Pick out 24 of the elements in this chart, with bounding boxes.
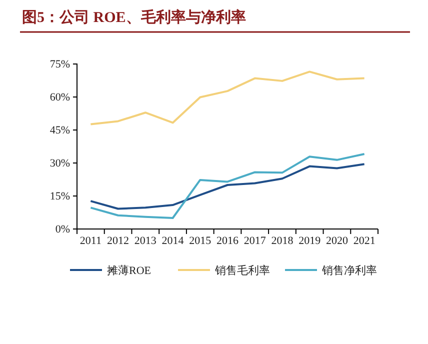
y-tick-label: 60% (50, 92, 70, 104)
x-tick-label: 2011 (80, 235, 102, 248)
x-tick-label: 2017 (244, 235, 266, 248)
line-series (90, 163, 366, 210)
x-tick-label: 2015 (189, 235, 212, 248)
y-tick-label: 30% (50, 158, 70, 170)
y-tick-label: 0% (55, 224, 70, 236)
y-tick-label: 75% (50, 58, 70, 71)
x-tick-label: 2021 (353, 235, 376, 248)
x-tick-label: 2019 (298, 235, 322, 248)
legend-label: 销售净利率 (321, 264, 377, 277)
x-tick-label: 2016 (216, 235, 239, 248)
legend-label: 摊薄ROE (107, 264, 152, 277)
x-tick-label: 2013 (134, 235, 157, 248)
x-tick-label: 2020 (326, 235, 348, 248)
chart-title: 图5：公司 ROE、毛利率与净利率 (22, 8, 246, 26)
line-series (90, 70, 366, 126)
line-series (90, 152, 366, 219)
x-tick-label: 2012 (107, 235, 130, 248)
x-tick-label: 2018 (271, 235, 294, 248)
legend-label: 销售毛利率 (214, 264, 270, 277)
y-tick-label: 15% (50, 190, 70, 203)
x-tick-label: 2014 (162, 235, 184, 248)
y-tick-label: 45% (50, 124, 70, 137)
